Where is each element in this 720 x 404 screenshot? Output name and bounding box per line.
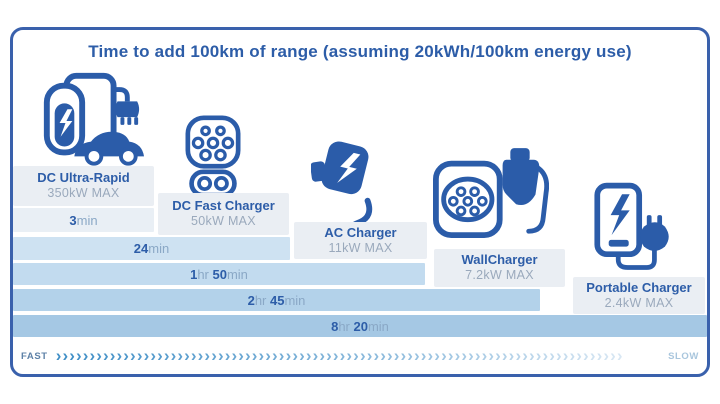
time-unit: min [76, 212, 98, 228]
charger-name: Portable Charger [586, 279, 692, 295]
time-bar-dc-ultra-rapid: 3 min [13, 208, 154, 232]
charger-power: 2.4kW MAX [604, 295, 674, 310]
charger-label-portable: Portable Charger 2.4kW MAX [573, 277, 705, 314]
charger-label-ac: AC Charger 11kW MAX [294, 222, 427, 259]
chart-title: Time to add 100km of range (assuming 20k… [88, 42, 632, 61]
time-value: 24 [133, 241, 149, 256]
time-bar-wall: 2 hr 45 min [13, 289, 540, 311]
charger-power: 7.2kW MAX [465, 268, 534, 283]
time-value: 20 [353, 318, 368, 334]
time-unit: hr [197, 266, 213, 282]
fast-label: FAST [21, 350, 48, 362]
ccs-connector-icon [185, 115, 241, 197]
time-value: 3 [69, 212, 77, 228]
speed-axis: FAST ›››››››››››››››››››››››››››››››››››… [21, 343, 699, 369]
charger-power: 350kW MAX [47, 186, 120, 201]
time-value: 8 [331, 318, 339, 334]
dc-ultra-rapid-station-icon [37, 71, 145, 171]
time-bar-dc-fast: 24 min [13, 237, 290, 260]
time-value: 2 [247, 292, 255, 308]
time-unit: min [226, 266, 248, 282]
time-unit: min [284, 292, 306, 308]
time-unit: hr [254, 292, 270, 308]
time-unit: min [148, 241, 170, 256]
time-unit: min [367, 318, 389, 334]
wall-charger-icon [433, 148, 549, 243]
fast-to-slow-arrows-icon: ››››››››››››››››››››››››››››››››››››››››… [56, 345, 660, 367]
charger-name: DC Fast Charger [172, 198, 275, 214]
charger-power: 11kW MAX [328, 240, 393, 255]
charger-label-wall: WallCharger 7.2kW MAX [434, 249, 565, 287]
charger-label-dc-ultra-rapid: DC Ultra-Rapid 350kW MAX [13, 166, 154, 206]
charger-label-dc-fast: DC Fast Charger 50kW MAX [158, 193, 289, 235]
time-value: 45 [269, 292, 285, 308]
time-bar-portable: 8 hr 20 min [13, 315, 707, 337]
time-value: 1 [190, 266, 198, 282]
charger-name: AC Charger [324, 224, 397, 240]
time-bar-ac: 1 hr 50 min [13, 263, 425, 285]
time-value: 50 [212, 266, 227, 282]
portable-charger-icon [583, 182, 683, 274]
charger-power: 50kW MAX [191, 214, 256, 229]
charger-name: DC Ultra-Rapid [37, 170, 130, 186]
slow-label: SLOW [668, 350, 699, 362]
time-unit: hr [338, 318, 354, 334]
charger-name: WallCharger [461, 252, 538, 268]
charging-time-infographic-card: Time to add 100km of range (assuming 20k… [10, 27, 710, 377]
